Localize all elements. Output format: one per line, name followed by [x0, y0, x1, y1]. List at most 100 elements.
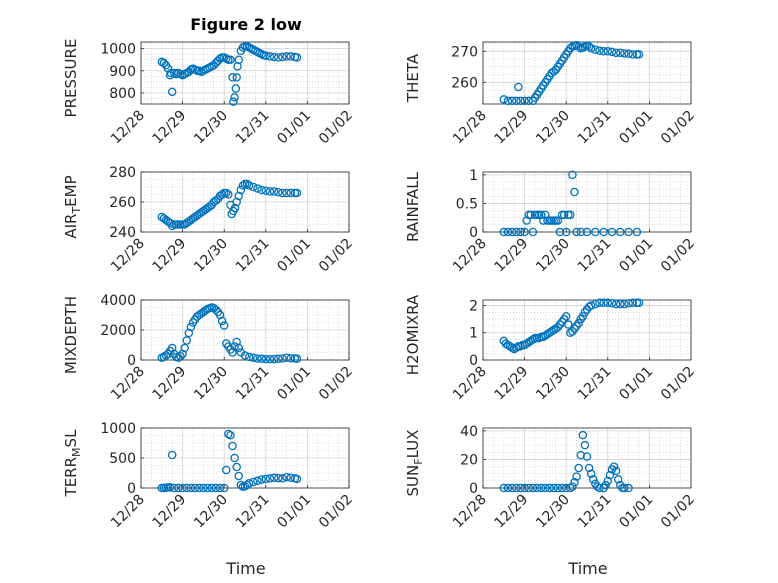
data-point: [586, 301, 596, 310]
x-tick-label: 12/31: [575, 236, 615, 276]
data-point: [286, 353, 296, 363]
data-point: [219, 321, 229, 330]
data-point: [549, 67, 558, 76]
data-point: [234, 471, 244, 481]
data-point: [564, 320, 573, 329]
data-point: [222, 465, 231, 475]
x-tick-label: 12/28: [108, 108, 148, 148]
data-point: [611, 466, 621, 476]
data-point: [574, 42, 583, 51]
data-point: [524, 338, 534, 347]
data-point: [586, 43, 596, 53]
x-tick-label: 12/29: [150, 364, 190, 404]
y-tick-label: 20: [460, 452, 478, 468]
data-point: [624, 299, 633, 308]
data-point: [205, 202, 214, 211]
data-point: [282, 188, 291, 198]
y-tick-label: 2000: [100, 323, 136, 339]
data-point: [170, 483, 179, 493]
data-point: [541, 210, 550, 220]
data-point: [539, 216, 548, 225]
data-point: [520, 483, 529, 493]
data-point: [620, 49, 629, 58]
x-tick-label: 01/02: [316, 364, 356, 404]
data-point: [278, 52, 287, 62]
x-tick-label: 01/02: [316, 492, 356, 532]
x-tick-label: 12/29: [492, 108, 532, 148]
data-point: [591, 227, 600, 237]
data-point: [549, 325, 558, 335]
data-point: [234, 55, 244, 64]
y-tick-label: 280: [109, 165, 136, 181]
x-tick-label: 12/28: [108, 492, 148, 532]
y-axis-label: THETA: [404, 53, 422, 103]
data-point: [634, 50, 644, 59]
data-point: [186, 322, 196, 332]
subplot-7: 0 500 1000 12/28 12/29 12/30 12/31 01/01 01/02 TE…: [62, 421, 356, 531]
data-point: [549, 483, 558, 493]
x-tick-label: 12/31: [575, 492, 615, 532]
data-point: [624, 49, 633, 59]
data-point: [582, 227, 592, 237]
data-point: [219, 483, 229, 493]
x-tick-label: 01/02: [316, 236, 356, 276]
data-point: [176, 351, 185, 361]
x-tick-label: 01/01: [274, 492, 314, 532]
data-point: [605, 470, 615, 480]
data-point: [547, 327, 556, 336]
data-point: [190, 483, 200, 493]
data-point: [249, 353, 258, 362]
data-point: [632, 227, 642, 237]
x-tick-label: 12/30: [533, 236, 573, 276]
data-point: [603, 298, 613, 307]
data-point: [226, 55, 235, 64]
data-point: [180, 343, 189, 353]
x-tick-label: 12/28: [450, 236, 490, 276]
data-point: [574, 318, 583, 328]
x-tick-label: 01/02: [658, 364, 698, 404]
data-point: [570, 187, 579, 197]
data-point: [186, 483, 196, 493]
data-point: [611, 299, 621, 309]
data-point: [555, 227, 565, 237]
data-point: [572, 472, 581, 481]
x-tick-label: 12/30: [191, 236, 231, 276]
data-point: [524, 483, 534, 493]
data-point: [516, 96, 525, 106]
data-point: [505, 342, 515, 351]
data-point: [616, 227, 625, 237]
data-point: [167, 450, 177, 460]
x-tick-label: 12/30: [191, 364, 231, 404]
x-tick-label: 12/29: [150, 236, 190, 276]
data-point: [236, 185, 246, 195]
data-point: [282, 472, 291, 482]
data-point: [512, 483, 521, 493]
data-point: [217, 316, 227, 326]
data-point: [286, 188, 296, 198]
data-point: [609, 462, 619, 471]
y-tick-label: 260: [451, 75, 478, 91]
data-point: [207, 483, 216, 493]
y-tick-label: 240: [109, 225, 136, 241]
data-point: [624, 227, 633, 237]
y-axis-label: TERRMSL: [62, 429, 83, 498]
x-tick-label: 01/01: [274, 108, 314, 148]
data-point: [203, 483, 212, 493]
data-point: [528, 227, 538, 237]
data-point: [557, 483, 567, 493]
data-point: [224, 190, 233, 199]
data-point: [286, 52, 296, 61]
data-point: [236, 480, 246, 490]
data-point: [512, 96, 521, 106]
data-point: [593, 482, 602, 491]
y-tick-label: 1: [469, 168, 478, 184]
axes-box: [482, 299, 692, 361]
data-point: [282, 353, 291, 362]
data-point: [528, 483, 538, 493]
data-point: [595, 298, 604, 307]
data-point: [591, 45, 600, 55]
x-tick-label: 12/31: [575, 364, 615, 404]
data-point: [522, 339, 531, 348]
data-point: [261, 186, 271, 195]
